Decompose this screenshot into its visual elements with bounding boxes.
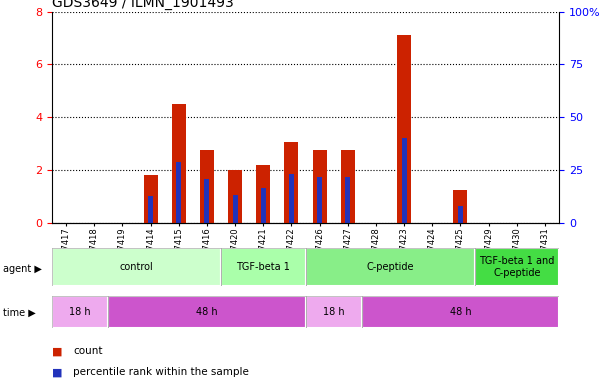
Bar xyxy=(289,174,294,223)
Bar xyxy=(52,248,221,286)
Text: 18 h: 18 h xyxy=(323,307,345,317)
Text: control: control xyxy=(120,262,153,272)
Text: TGF-beta 1: TGF-beta 1 xyxy=(236,262,290,272)
Bar xyxy=(306,296,362,328)
Text: C-peptide: C-peptide xyxy=(366,262,414,272)
Bar xyxy=(453,190,467,223)
Text: count: count xyxy=(73,346,103,356)
Text: agent ▶: agent ▶ xyxy=(3,264,42,274)
Text: percentile rank within the sample: percentile rank within the sample xyxy=(73,367,249,377)
Text: 48 h: 48 h xyxy=(450,307,471,317)
Text: 18 h: 18 h xyxy=(69,307,91,317)
Text: TGF-beta 1 and
C-peptide: TGF-beta 1 and C-peptide xyxy=(479,256,555,278)
Bar xyxy=(362,296,559,328)
Text: 48 h: 48 h xyxy=(196,307,218,317)
Bar xyxy=(108,296,306,328)
Bar xyxy=(176,162,181,223)
Bar xyxy=(397,35,411,223)
Bar xyxy=(306,248,475,286)
Text: ■: ■ xyxy=(52,346,62,356)
Bar xyxy=(317,177,322,223)
Bar xyxy=(475,248,559,286)
Bar xyxy=(221,248,306,286)
Text: GDS3649 / ILMN_1901493: GDS3649 / ILMN_1901493 xyxy=(52,0,233,10)
Bar xyxy=(261,189,266,223)
Bar xyxy=(345,177,350,223)
Bar xyxy=(144,175,158,223)
Bar xyxy=(401,138,406,223)
Text: ■: ■ xyxy=(52,367,62,377)
Bar xyxy=(52,296,108,328)
Bar xyxy=(341,150,355,223)
Bar xyxy=(200,150,214,223)
Bar xyxy=(313,150,327,223)
Bar xyxy=(256,165,270,223)
Bar xyxy=(205,179,210,223)
Bar xyxy=(148,196,153,223)
Text: time ▶: time ▶ xyxy=(3,308,36,318)
Bar xyxy=(284,142,298,223)
Bar xyxy=(233,195,238,223)
Bar xyxy=(172,104,186,223)
Bar xyxy=(458,205,463,223)
Bar xyxy=(228,170,242,223)
